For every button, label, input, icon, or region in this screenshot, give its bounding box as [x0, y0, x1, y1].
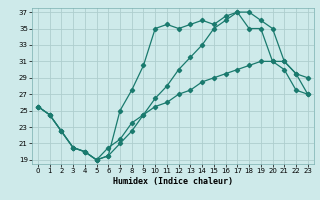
X-axis label: Humidex (Indice chaleur): Humidex (Indice chaleur)	[113, 177, 233, 186]
